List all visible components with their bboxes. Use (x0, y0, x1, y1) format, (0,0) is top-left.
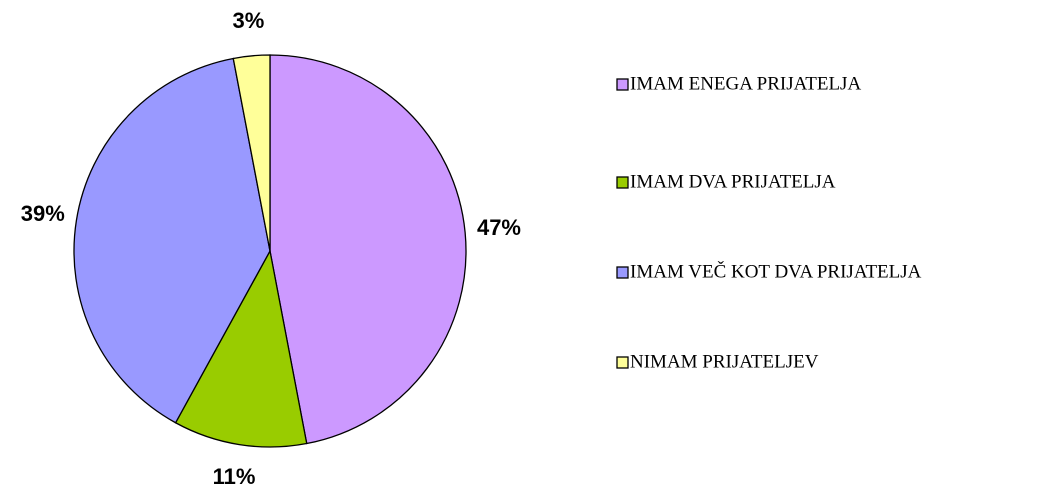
pie-slice (269, 54, 467, 445)
legend-label: IMAM ENEGA PRIJATELJA (630, 73, 861, 94)
pie-slice (232, 54, 271, 252)
legend-swatch (616, 266, 629, 279)
data-label: 11% (213, 464, 256, 487)
legend-swatch (616, 78, 629, 91)
pie-slice (73, 57, 271, 424)
legend-label: NIMAM PRIJATELJEV (630, 351, 819, 372)
pie-slice (174, 249, 308, 448)
legend-label: IMAM VEČ KOT DVA PRIJATELJA (630, 260, 922, 282)
legend-swatch (616, 176, 629, 189)
data-label: 47% (477, 215, 521, 240)
legend-label: IMAM DVA PRIJATELJA (630, 171, 836, 192)
data-label: 39% (21, 201, 65, 226)
legend-swatch (616, 356, 629, 369)
data-label: 3% (232, 8, 264, 33)
